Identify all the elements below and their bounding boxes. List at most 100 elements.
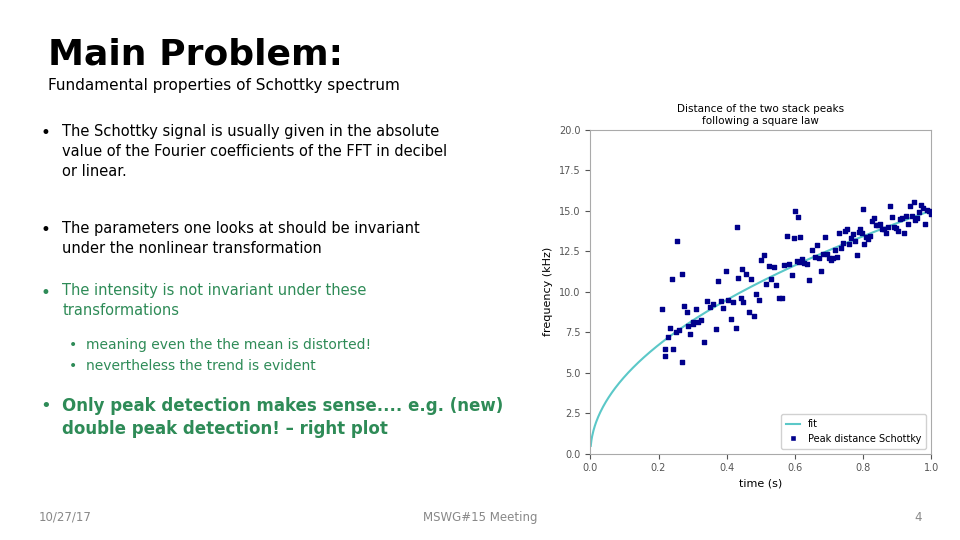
Text: •: • (40, 221, 50, 239)
Peak distance Schottky (900, 220, 915, 228)
Peak distance Schottky (912, 208, 927, 217)
Text: 4: 4 (914, 511, 922, 524)
Peak distance Schottky (718, 267, 733, 275)
Peak distance Schottky (904, 212, 920, 221)
Peak distance Schottky (918, 219, 933, 228)
Peak distance Schottky (660, 333, 675, 342)
Peak distance Schottky (706, 300, 721, 308)
Text: The intensity is not invariant under these
transformations: The intensity is not invariant under the… (62, 284, 367, 318)
Peak distance Schottky (658, 352, 673, 361)
Y-axis label: frequency (kHz): frequency (kHz) (543, 247, 554, 336)
Peak distance Schottky (751, 296, 766, 305)
Peak distance Schottky (854, 228, 870, 237)
Peak distance Schottky (896, 229, 911, 238)
Line: fit: fit (590, 211, 931, 446)
Peak distance Schottky (769, 281, 784, 289)
Peak distance Schottky (729, 324, 744, 333)
Peak distance Schottky (920, 206, 935, 215)
Peak distance Schottky (811, 253, 827, 262)
Title: Distance of the two stack peaks
following a square law: Distance of the two stack peaks followin… (677, 104, 845, 126)
Peak distance Schottky (781, 260, 797, 268)
Peak distance Schottky (884, 213, 900, 221)
Text: meaning even the the mean is distorted!: meaning even the the mean is distorted! (86, 338, 372, 352)
Peak distance Schottky (871, 221, 886, 230)
Peak distance Schottky (922, 207, 937, 215)
Peak distance Schottky (726, 298, 741, 306)
Peak distance Schottky (880, 222, 896, 231)
Peak distance Schottky (715, 303, 731, 312)
Peak distance Schottky (898, 211, 913, 220)
Peak distance Schottky (924, 210, 939, 219)
Peak distance Schottky (774, 294, 789, 302)
Peak distance Schottky (791, 213, 806, 221)
Peak distance Schottky (749, 289, 764, 298)
fit (749, 282, 760, 288)
Peak distance Schottky (863, 232, 878, 240)
Peak distance Schottky (876, 225, 892, 233)
Peak distance Schottky (665, 345, 681, 354)
Peak distance Schottky (852, 225, 868, 234)
Peak distance Schottky (710, 276, 726, 285)
Peak distance Schottky (735, 297, 751, 306)
Peak distance Schottky (833, 244, 849, 252)
Peak distance Schottky (914, 200, 929, 209)
Text: The parameters one looks at should be invariant
under the nonlinear transformati: The parameters one looks at should be in… (62, 221, 420, 256)
Peak distance Schottky (743, 275, 758, 284)
Peak distance Schottky (828, 246, 843, 255)
Peak distance Schottky (799, 260, 814, 269)
fit (864, 231, 876, 237)
Peak distance Schottky (741, 308, 756, 316)
fit (769, 272, 780, 278)
Peak distance Schottky (794, 254, 809, 263)
Peak distance Schottky (792, 232, 807, 241)
Peak distance Schottky (804, 246, 820, 255)
Peak distance Schottky (764, 275, 780, 284)
Peak distance Schottky (683, 330, 698, 339)
Peak distance Schottky (839, 225, 854, 234)
Peak distance Schottky (702, 303, 717, 312)
Peak distance Schottky (835, 239, 851, 248)
Peak distance Schottky (901, 201, 917, 210)
Peak distance Schottky (731, 274, 746, 282)
Peak distance Schottky (858, 232, 874, 241)
Peak distance Schottky (680, 321, 695, 330)
Text: The Schottky signal is usually given in the absolute
value of the Fourier coeffi: The Schottky signal is usually given in … (62, 124, 447, 179)
Peak distance Schottky (916, 204, 931, 213)
fit (917, 210, 928, 217)
fit (747, 283, 758, 289)
Text: MSWG#15 Meeting: MSWG#15 Meeting (422, 511, 538, 524)
Peak distance Schottky (685, 319, 701, 328)
Peak distance Schottky (668, 327, 684, 336)
Peak distance Schottky (813, 266, 828, 275)
Peak distance Schottky (865, 217, 880, 225)
Peak distance Schottky (908, 216, 924, 225)
Text: 10/27/17: 10/27/17 (38, 511, 91, 524)
Peak distance Schottky (730, 222, 745, 231)
Peak distance Schottky (910, 214, 925, 222)
Peak distance Schottky (746, 311, 761, 320)
X-axis label: time (s): time (s) (739, 479, 782, 489)
Peak distance Schottky (675, 269, 690, 278)
Peak distance Schottky (822, 254, 837, 262)
Peak distance Schottky (886, 223, 901, 232)
Peak distance Schottky (655, 305, 670, 314)
Peak distance Schottky (815, 249, 830, 258)
Text: •: • (69, 338, 78, 352)
Peak distance Schottky (820, 250, 835, 259)
Peak distance Schottky (882, 201, 898, 210)
Peak distance Schottky (662, 323, 678, 332)
Peak distance Schottky (713, 297, 729, 306)
Peak distance Schottky (847, 237, 862, 246)
Peak distance Schottky (733, 294, 749, 302)
Peak distance Schottky (777, 260, 792, 269)
Text: •: • (40, 284, 50, 301)
Legend: fit, Peak distance Schottky: fit, Peak distance Schottky (780, 414, 926, 449)
Peak distance Schottky (841, 240, 856, 248)
Peak distance Schottky (685, 318, 701, 327)
Peak distance Schottky (797, 259, 812, 267)
Peak distance Schottky (845, 230, 860, 238)
Peak distance Schottky (818, 232, 833, 241)
Peak distance Schottky (784, 270, 800, 279)
Peak distance Schottky (875, 225, 890, 233)
Peak distance Schottky (789, 256, 804, 265)
